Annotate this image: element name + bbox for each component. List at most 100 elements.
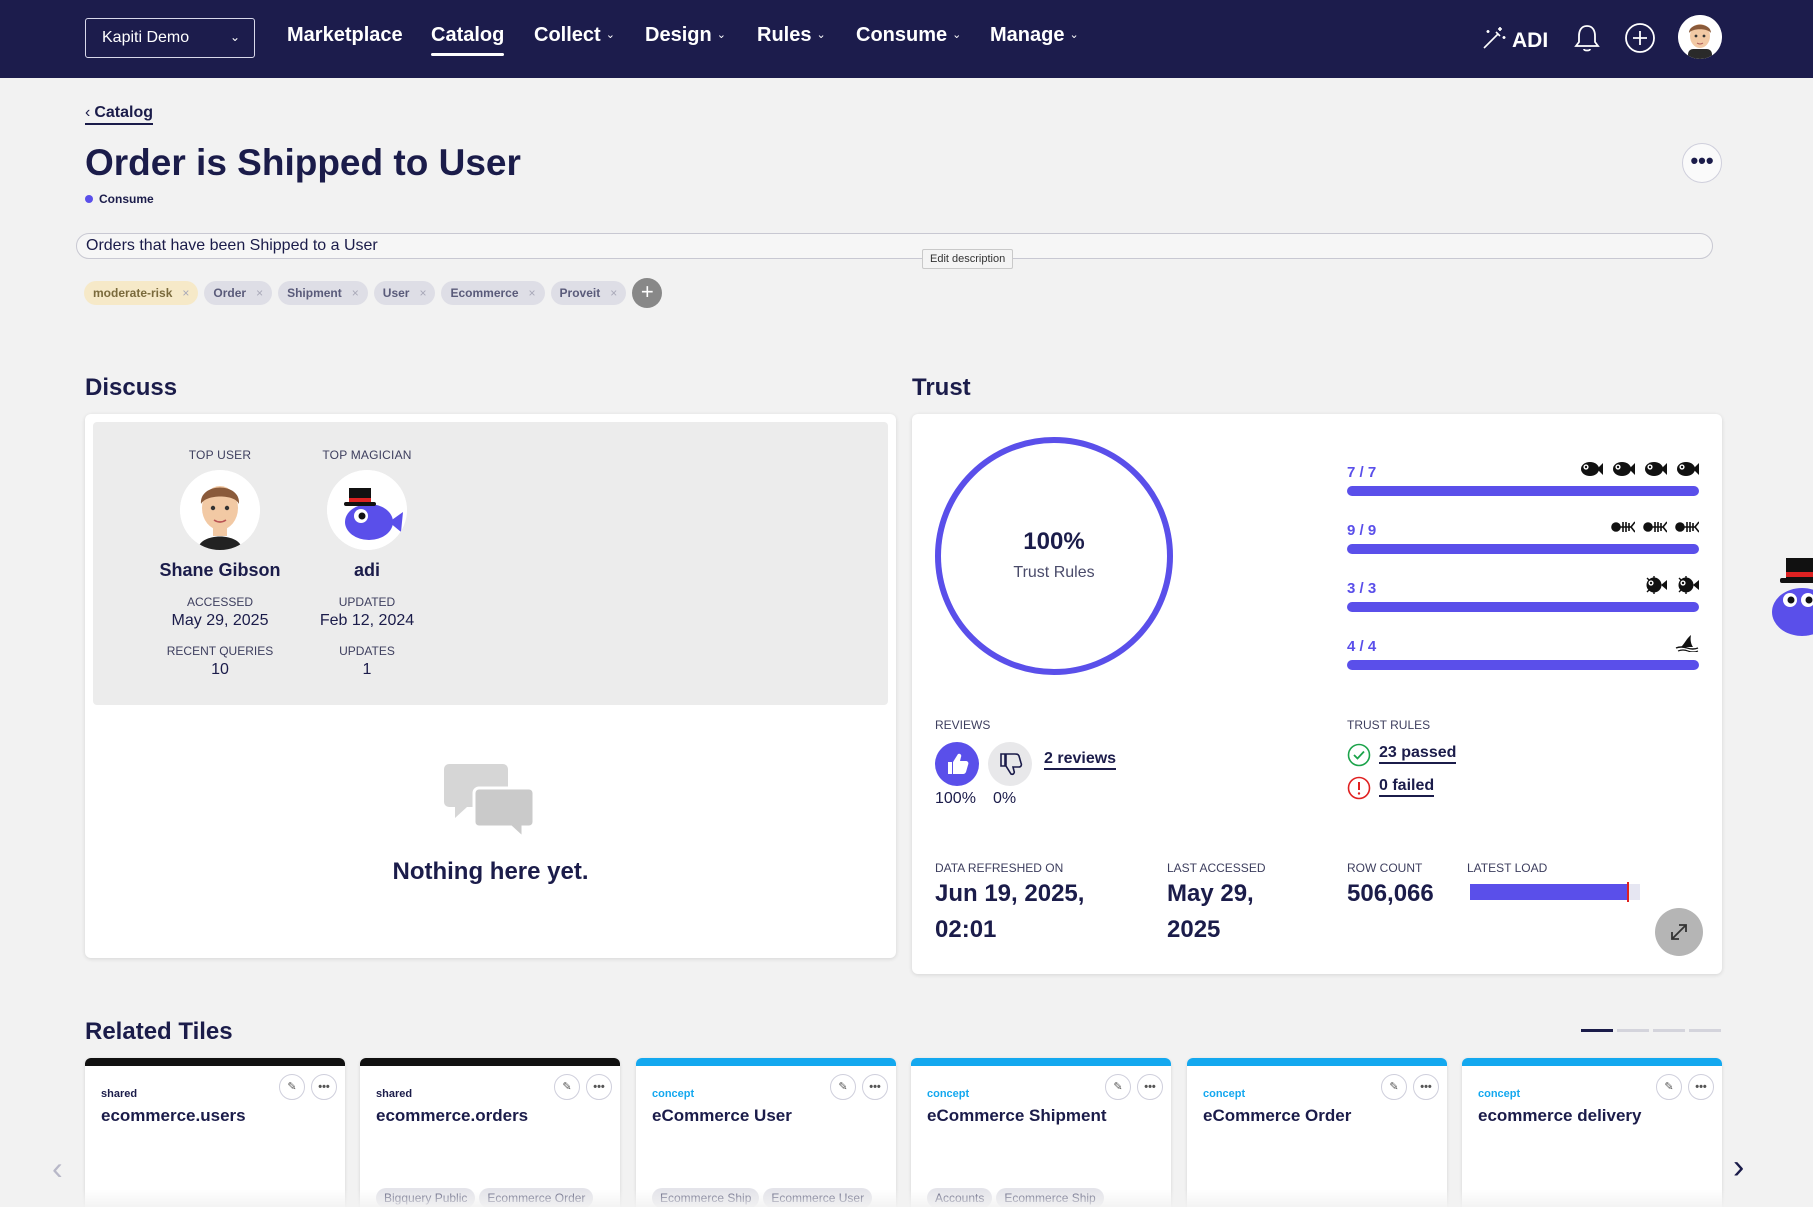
- tag-chip[interactable]: Order ×: [204, 281, 273, 305]
- remove-tag-icon[interactable]: ×: [419, 286, 427, 300]
- pencil-icon[interactable]: ✎: [279, 1074, 305, 1100]
- nav-item-manage[interactable]: Manage ⌄: [990, 24, 1079, 47]
- tile-name[interactable]: ecommerce.users: [101, 1106, 246, 1125]
- nav-item-marketplace[interactable]: Marketplace: [287, 24, 403, 47]
- trust-bar-icons: [1675, 634, 1699, 657]
- thumbs-up-button[interactable]: [935, 742, 979, 786]
- more-options-icon[interactable]: •••: [586, 1074, 612, 1100]
- nav-item-collect[interactable]: Collect ⌄: [534, 24, 615, 47]
- more-options-icon[interactable]: •••: [1413, 1074, 1439, 1100]
- pager-dot[interactable]: [1617, 1029, 1649, 1032]
- tile-name[interactable]: ecommerce delivery: [1478, 1106, 1642, 1125]
- more-options-button[interactable]: •••: [1682, 143, 1722, 183]
- latest-load-label: LATEST LOAD: [1467, 861, 1548, 875]
- top-user-label: TOP USER: [188, 448, 252, 462]
- more-options-icon[interactable]: •••: [1137, 1074, 1163, 1100]
- trust-bar-icons: [1579, 460, 1699, 483]
- tile-name[interactable]: ecommerce.orders: [376, 1106, 529, 1125]
- nav-item-consume[interactable]: Consume ⌄: [856, 24, 961, 47]
- expand-button[interactable]: [1655, 908, 1703, 956]
- passed-rules-link[interactable]: 23 passed: [1379, 744, 1457, 764]
- tile-name[interactable]: eCommerce Shipment: [927, 1106, 1107, 1125]
- top-nav: Kapiti Demo ⌄ Marketplace Catalog Collect ⌄…: [0, 0, 1813, 78]
- tag-chip[interactable]: Shipment ×: [278, 281, 368, 305]
- pager-dot[interactable]: [1581, 1029, 1613, 1032]
- tile-name[interactable]: eCommerce Order: [1203, 1106, 1352, 1125]
- chevron-down-icon: ⌄: [605, 29, 615, 41]
- carousel-prev-arrow[interactable]: ‹: [52, 1150, 63, 1186]
- mascot-fish-icon[interactable]: [1768, 552, 1813, 644]
- tag-label: Proveit: [559, 286, 601, 300]
- description-field[interactable]: Orders that have been Shipped to a User: [76, 233, 1713, 259]
- user-avatar[interactable]: [1678, 15, 1722, 59]
- nav-item-label: Manage: [990, 24, 1065, 46]
- pager-dot[interactable]: [1689, 1029, 1721, 1032]
- pager-dot[interactable]: [1653, 1029, 1685, 1032]
- add-tag-button[interactable]: +: [632, 278, 663, 308]
- tag-chip[interactable]: Ecommerce ×: [441, 281, 545, 305]
- nav-item-catalog[interactable]: Catalog: [431, 24, 505, 56]
- trust-bar-fraction: 9 / 9: [1347, 522, 1377, 539]
- magician-fish-avatar[interactable]: [327, 470, 407, 550]
- remove-tag-icon[interactable]: ×: [610, 286, 618, 300]
- empty-state-text: Nothing here yet.: [392, 858, 589, 885]
- pencil-icon[interactable]: ✎: [1105, 1074, 1131, 1100]
- top-user-name[interactable]: Shane Gibson: [159, 560, 281, 580]
- tenant-selector[interactable]: Kapiti Demo ⌄: [85, 18, 255, 58]
- top-user-avatar[interactable]: [180, 470, 260, 550]
- pencil-icon[interactable]: ✎: [1381, 1074, 1407, 1100]
- accessed-label: ACCESSED: [186, 595, 254, 609]
- remove-tag-icon[interactable]: ×: [256, 286, 264, 300]
- last-accessed-date: May 29,: [1167, 880, 1254, 907]
- last-accessed-label: LAST ACCESSED: [1167, 861, 1266, 875]
- more-options-icon[interactable]: •••: [1688, 1074, 1714, 1100]
- top-user: TOP USER Shane Gibson ACCESSED May 29, 2…: [140, 422, 300, 679]
- tenant-label: Kapiti Demo: [102, 29, 190, 46]
- adi-button[interactable]: ADI: [1480, 24, 1548, 53]
- tag-chip[interactable]: User ×: [373, 281, 436, 305]
- bell-icon[interactable]: [1572, 22, 1602, 54]
- status-dot: [85, 195, 93, 203]
- tile-kind: concept: [1203, 1088, 1246, 1100]
- status-badge: Consume: [85, 192, 154, 206]
- pencil-icon[interactable]: ✎: [1656, 1074, 1682, 1100]
- tile-kind: concept: [652, 1088, 695, 1100]
- pencil-icon[interactable]: ✎: [830, 1074, 856, 1100]
- remove-tag-icon[interactable]: ×: [351, 286, 359, 300]
- breadcrumb[interactable]: ‹ Catalog: [85, 104, 153, 125]
- tag-chip[interactable]: Proveit ×: [550, 281, 627, 305]
- fish-icon: [1611, 460, 1635, 483]
- top-magician-name[interactable]: adi: [353, 560, 380, 580]
- more-options-icon[interactable]: •••: [862, 1074, 888, 1100]
- related-tile[interactable]: concept ecommerce delivery ✎ •••: [1462, 1058, 1722, 1207]
- tile-stripe: [1187, 1058, 1447, 1066]
- tag-chip[interactable]: moderate-risk ×: [84, 281, 199, 305]
- nav-item-label: Design: [645, 24, 712, 46]
- tile-name[interactable]: eCommerce User: [652, 1106, 792, 1125]
- thumbs-down-button[interactable]: [988, 742, 1032, 786]
- reviews-link[interactable]: 2 reviews: [1044, 750, 1117, 770]
- trust-ring-label: Trust Rules: [1013, 564, 1095, 581]
- tile-kind: shared: [101, 1088, 138, 1100]
- nav-item-label: Marketplace: [287, 24, 403, 46]
- related-tile[interactable]: shared ecommerce.users ✎ •••: [85, 1058, 345, 1207]
- alert-circle-icon: [1347, 776, 1371, 800]
- trust-rules-label: TRUST RULES: [1347, 718, 1431, 732]
- nav-item-design[interactable]: Design ⌄: [645, 24, 726, 47]
- puffer-fish-icon: [1675, 576, 1699, 599]
- remove-tag-icon[interactable]: ×: [182, 286, 190, 300]
- pencil-icon[interactable]: ✎: [554, 1074, 580, 1100]
- tile-stripe: [1462, 1058, 1722, 1066]
- failed-rules-link[interactable]: 0 failed: [1379, 777, 1435, 797]
- related-tile[interactable]: concept eCommerce Order ✎ •••: [1187, 1058, 1447, 1207]
- tile-stripe: [360, 1058, 620, 1066]
- trust-bar-fill: [1347, 486, 1699, 496]
- remove-tag-icon[interactable]: ×: [528, 286, 536, 300]
- carousel-next-arrow[interactable]: ›: [1733, 1148, 1745, 1186]
- more-options-icon[interactable]: •••: [311, 1074, 337, 1100]
- nav-item-rules[interactable]: Rules ⌄: [757, 24, 826, 47]
- plus-circle-icon[interactable]: [1624, 22, 1656, 54]
